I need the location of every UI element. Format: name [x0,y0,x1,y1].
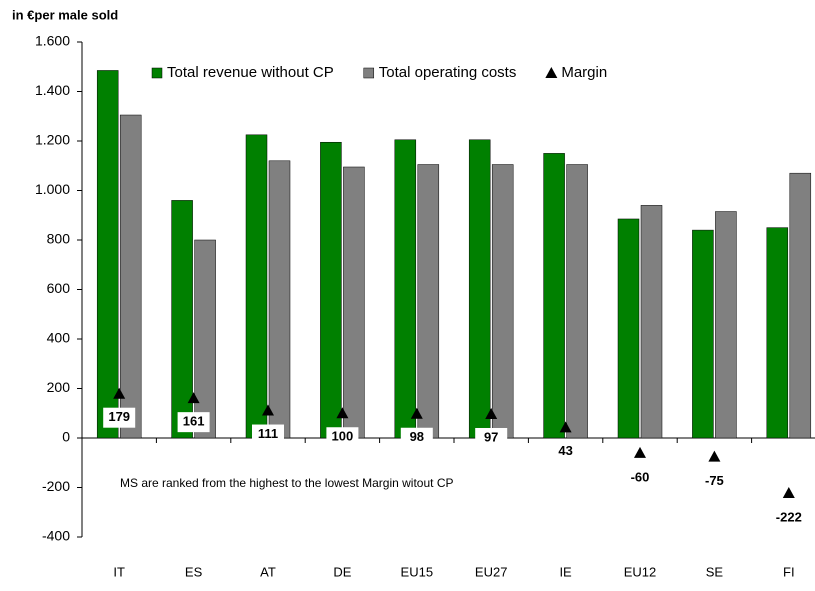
bar [245,134,268,439]
bar [617,218,640,439]
bar [692,229,714,439]
legend-label: Margin [561,64,607,81]
value-label-box [103,407,136,428]
value-label-box [475,427,508,448]
bar [468,139,491,439]
value-label-box [400,427,433,448]
legend-marker [545,67,558,78]
y-tick-label: -400 [42,528,70,544]
annotation: MS are ranked from the highest to the lo… [120,476,454,490]
x-tick-label: SE [706,564,724,579]
value-label-box [177,412,210,433]
value-label: 97 [484,429,498,444]
value-label: 98 [410,429,424,444]
y-tick-label: 0 [62,429,70,445]
value-label: 161 [183,414,205,429]
value-label-box [326,427,359,448]
x-tick-label: IT [113,564,125,579]
bar [394,139,417,439]
x-tick-label: EU15 [401,564,434,579]
bar [566,164,588,439]
value-label: -222 [776,509,802,524]
y-tick-label: 1.200 [35,132,70,148]
x-tick-label: IE [559,564,572,579]
y-tick-label: 1.400 [35,82,70,98]
bar [320,141,342,439]
bar [171,200,193,439]
value-label: -75 [705,473,724,488]
x-tick-label: EU27 [475,564,508,579]
value-label: 111 [258,426,278,441]
bar [766,227,789,439]
bar [543,153,565,439]
y-tick-label: 200 [47,379,71,395]
bar [194,239,216,439]
value-label: 100 [332,429,354,444]
margin-marker [559,421,572,433]
bar [343,166,365,439]
bar [491,164,514,439]
margin-marker [187,392,200,404]
value-label: 43 [558,443,572,458]
bar [640,205,663,439]
margin-marker [708,450,721,462]
legend-label: Total revenue without CP [167,64,334,81]
margin-marker [410,407,423,419]
legend-swatch [363,67,375,79]
margin-marker [782,486,795,498]
x-tick-label: DE [333,564,351,579]
value-label-box [252,424,284,445]
y-tick-label: 600 [47,280,71,296]
y-tick-label: 1.600 [35,33,70,49]
margin-marker [634,446,646,458]
legend-swatch [151,67,163,79]
margin-marker [262,404,274,416]
bar [417,164,440,439]
x-tick-label: FI [783,564,795,579]
margin-marker [336,407,349,419]
y-tick-label: 1.000 [35,181,70,197]
bar [789,172,812,439]
x-tick-label: EU12 [624,564,657,579]
x-tick-label: AT [260,564,276,579]
x-tick-label: ES [185,564,203,579]
y-tick-label: -200 [42,478,70,494]
margin-marker [113,387,126,399]
y-tick-label: 400 [47,330,71,346]
value-label: 179 [108,409,130,424]
margin-marker [485,407,498,419]
value-label-box [549,441,582,462]
legend-label: Total operating costs [379,64,517,81]
y-axis-label: in €per male sold [12,7,118,22]
bar [268,160,291,439]
bar [715,211,737,439]
bar [96,70,119,439]
bar [119,114,142,439]
value-label: -60 [631,469,650,484]
y-tick-label: 800 [47,231,71,247]
